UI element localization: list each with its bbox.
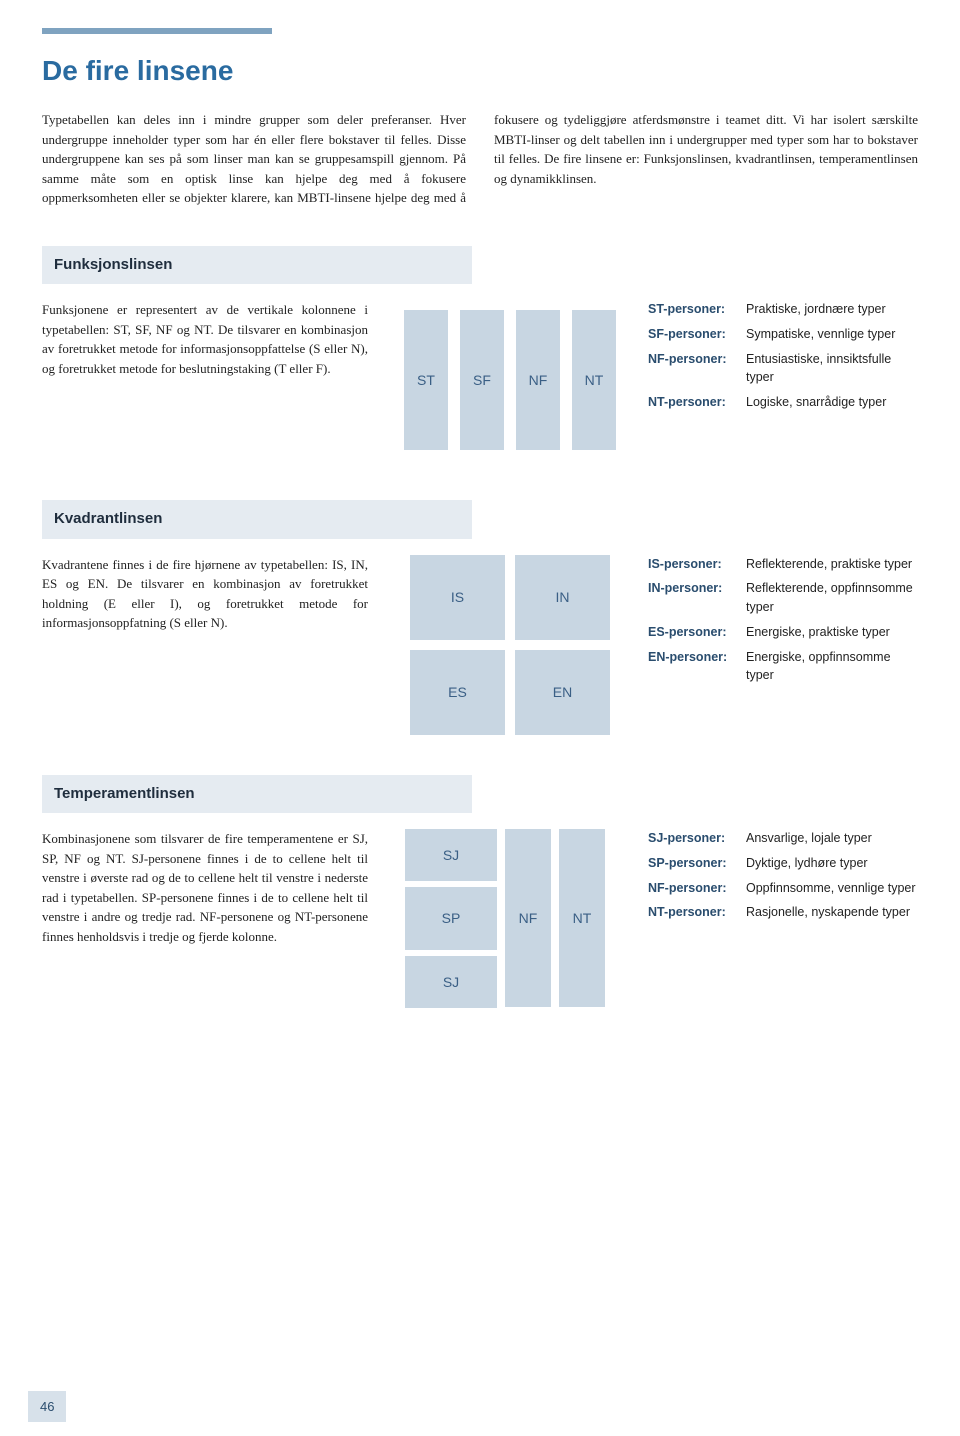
def-desc: Rasjonelle, nyskapende typer [746,903,910,922]
def-row: NF-personer:Oppfinnsomme, vennlige typer [648,879,918,898]
def-desc: Sympatiske, vennlige typer [746,325,895,344]
def-desc: Entusiastiske, innsiktsfulle typer [746,350,918,388]
funksjon-diagram: ST SF NF NT [404,300,616,460]
def-desc: Ansvarlige, lojale typer [746,829,872,848]
diagram-cell: SJ [405,956,497,1008]
def-row: NT-personer:Logiske, snarrådige typer [648,393,918,412]
def-desc: Reflekterende, oppfinnsomme typer [746,579,918,617]
def-row: SJ-personer:Ansvarlige, lojale typer [648,829,918,848]
def-label: SF-personer: [648,325,746,344]
def-row: SP-personer:Dyktige, lydhøre typer [648,854,918,873]
section-heading-funksjon: Funksjonslinsen [42,246,472,285]
section-text-kvadrant: Kvadrantene finnes i de fire hjørnene av… [42,555,372,633]
diagram-cell: SP [405,887,497,950]
def-row: ES-personer:Energiske, praktiske typer [648,623,918,642]
section-temperament: Temperamentlinsen Kombinasjonene som til… [42,775,918,1009]
def-label: IN-personer: [648,579,746,617]
def-row: IN-personer:Reflekterende, oppfinnsomme … [648,579,918,617]
page-title: De fire linsene [42,50,918,92]
funksjon-defs: ST-personer:Praktiske, jordnære typer SF… [648,300,918,418]
def-row: IS-personer:Reflekterende, praktiske typ… [648,555,918,574]
section-heading-text: Funksjonslinsen [54,256,172,273]
diagram-cell: ST [404,310,448,450]
def-label: NT-personer: [648,903,746,922]
def-row: EN-personer:Energiske, oppfinnsomme type… [648,648,918,686]
def-desc: Energiske, praktiske typer [746,623,890,642]
section-text-temperament: Kombinasjonene som tilsvarer de fire tem… [42,829,372,946]
diagram-cell: NF [516,310,560,450]
section-kvadrant: Kvadrantlinsen Kvadrantene finnes i de f… [42,500,918,735]
page-number: 46 [28,1391,66,1423]
def-label: EN-personer: [648,648,746,686]
def-desc: Dyktige, lydhøre typer [746,854,868,873]
kvadrant-defs: IS-personer:Reflekterende, praktiske typ… [648,555,918,692]
def-label: ST-personer: [648,300,746,319]
section-funksjon: Funksjonslinsen Funksjonene er represent… [42,246,918,461]
diagram-cell: NT [559,829,605,1007]
diagram-cell: IS [410,555,505,640]
def-label: NF-personer: [648,879,746,898]
section-heading-temperament: Temperamentlinsen [42,775,472,814]
diagram-cell: NT [572,310,616,450]
def-desc: Reflekterende, praktiske typer [746,555,912,574]
section-text-funksjon: Funksjonene er representert av de vertik… [42,300,372,378]
def-desc: Logiske, snarrådige typer [746,393,886,412]
def-label: SP-personer: [648,854,746,873]
kvadrant-diagram: IS IN ES EN [410,555,610,735]
def-desc: Praktiske, jordnære typer [746,300,886,319]
diagram-cell: SJ [405,829,497,881]
def-row: NT-personer:Rasjonelle, nyskapende typer [648,903,918,922]
temperament-defs: SJ-personer:Ansvarlige, lojale typer SP-… [648,829,918,928]
diagram-cell: NF [505,829,551,1007]
def-desc: Energiske, oppfinnsomme typer [746,648,918,686]
section-heading-kvadrant: Kvadrantlinsen [42,500,472,539]
def-label: ES-personer: [648,623,746,642]
def-row: NF-personer:Entusiastiske, innsiktsfulle… [648,350,918,388]
def-label: SJ-personer: [648,829,746,848]
accent-bar [42,28,272,34]
diagram-cell: ES [410,650,505,735]
intro-paragraph: Typetabellen kan deles inn i mindre grup… [42,110,918,208]
def-desc: Oppfinnsomme, vennlige typer [746,879,916,898]
def-label: NT-personer: [648,393,746,412]
def-row: SF-personer:Sympatiske, vennlige typer [648,325,918,344]
def-label: NF-personer: [648,350,746,388]
section-heading-text: Kvadrantlinsen [54,510,162,527]
def-label: IS-personer: [648,555,746,574]
def-row: ST-personer:Praktiske, jordnære typer [648,300,918,319]
diagram-cell: EN [515,650,610,735]
section-heading-text: Temperamentlinsen [54,785,195,802]
temperament-diagram: SJ SP SJ NF NT [405,829,615,1008]
diagram-cell: IN [515,555,610,640]
intro-text: Typetabellen kan deles inn i mindre grup… [42,110,918,208]
diagram-cell: SF [460,310,504,450]
